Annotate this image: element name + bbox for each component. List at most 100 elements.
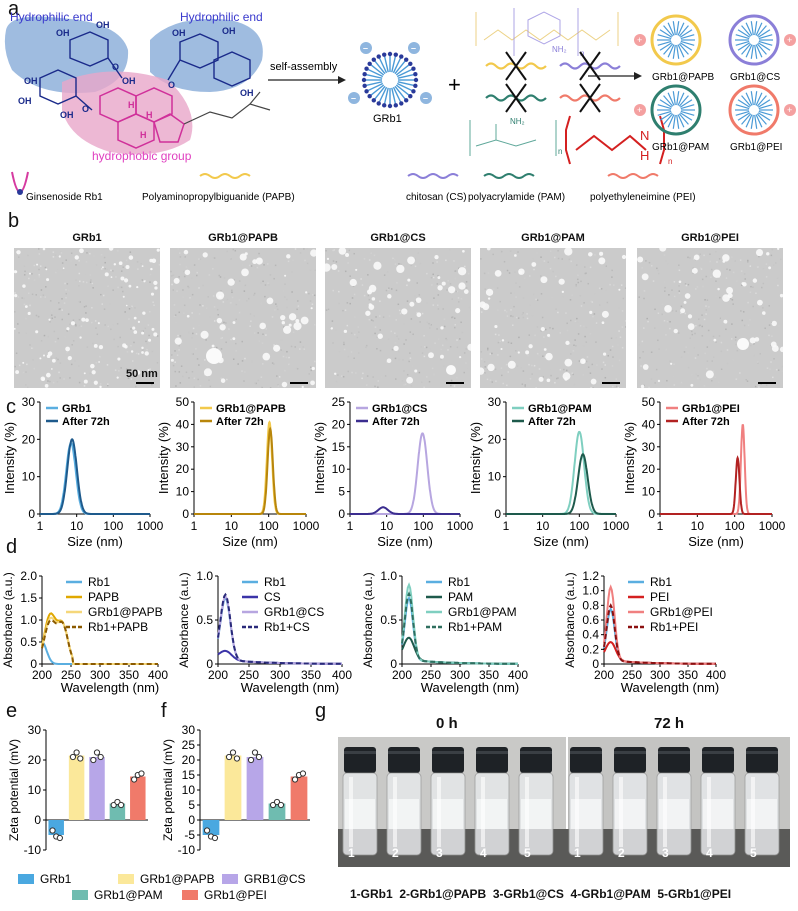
zeta-point [299,770,307,777]
dls-ytick: 40 [176,417,190,431]
zeta-ytick: -10 [24,843,42,857]
uv-xtick: 300 [90,668,110,682]
zeta-ytick: 0 [34,813,41,827]
zeta-legend-swatch-0 [18,874,34,884]
zeta-point [73,749,80,756]
grb1-micelle [361,51,419,109]
dls-xtick: 1000 [137,519,164,533]
dls-xlabel: Size (nm) [688,534,744,549]
dls-xtick: 100 [569,519,589,533]
svg-text:–: – [423,93,428,103]
plus-sign: + [448,72,461,97]
uv-xtick: 400 [148,668,168,682]
chem-oh-7: OH [222,26,236,36]
chem-oh-3: OH [24,76,38,86]
zeta-point [225,753,233,761]
uv-ytick: 0.6 [582,613,599,627]
uv-ylabel: Absorbance (a.u.) [177,572,191,667]
dls-series-1 [40,438,150,515]
uv-legend-0: Rb1 [88,575,110,589]
vial-number: 4 [480,846,487,860]
zeta-point [233,755,241,762]
dls-ytick: 50 [642,395,656,409]
chem-oh-2: OH [96,20,110,30]
uv-legend-2: GRb1@PAM [448,605,517,619]
chem-n-pei-sub: n [668,157,672,166]
product-label-pei: GRb1@PEI [730,142,782,153]
zeta-point [77,755,84,762]
dls-ytick: 20 [488,432,502,446]
zeta-ytick: -10 [178,843,196,857]
hydrophilic-label-left: Hydrophilic end [10,10,93,24]
uv-legend-3: Rb1+PEI [650,620,698,634]
zeta-legend-swatch-3 [72,890,88,900]
uv-ytick: 1.0 [196,569,213,583]
uv-ytick: 0 [206,657,213,671]
dls-ytick: 25 [332,395,346,409]
dls-legend-0: GRb1@PAM [528,403,592,415]
dls-series-0 [350,432,460,515]
dls-legend-1: After 72h [528,416,576,428]
dls-xtick: 1000 [293,519,320,533]
legend-label-pei: polyethyleneimine (PEI) [590,192,696,203]
zeta-point [269,801,277,809]
vial-photograph: 1 2 3 4 5 1 2 3 4 5 [338,737,790,867]
uv-ylabel: Absorbance (a.u.) [563,572,577,667]
zeta-bar-2 [246,757,264,820]
vial: 1 [342,747,378,860]
zeta-point [93,749,101,756]
dls-xtick: 1 [657,519,664,533]
tem-title-cs: GRb1@CS [370,232,426,244]
uv-legend-2: GRb1@PEI [650,605,713,619]
panel-a-schematic: OH OH OH OH OH OH OH OH OH O O O H H H H… [4,8,796,203]
dls-ytick: 0 [182,507,189,521]
zeta-legend-1: GRb1@PAPB [140,872,215,886]
panel-label-e: e [6,700,18,722]
uv-legend-1: PAPB [88,590,119,604]
dls-xtick: 100 [725,519,745,533]
dls-ytick: 0 [338,507,345,521]
uv-legend-1: PAM [448,590,473,604]
uv-xtick: 300 [650,668,670,682]
dls-legend-0: GRb1@CS [372,403,427,415]
chem-o-3: O [168,80,175,90]
dls-ytick: 30 [642,440,656,454]
dls-series-1 [194,426,306,515]
product-label-cs: GRb1@CS [730,72,780,83]
tem-image-pam [480,248,626,388]
time-label-0h: 0 h [436,715,458,732]
scale-bar-label: 50 nm [126,368,158,380]
dls-series-0 [194,420,306,515]
panel-label-c: c [6,396,16,418]
zeta-point [90,756,97,764]
uv-xtick: 300 [270,668,290,682]
uv-legend-1: PEI [650,590,669,604]
tem-title-pam: GRb1@PAM [521,232,585,244]
uv-xlabel: Wavelength (nm) [61,680,160,695]
dls-ytick: 50 [176,395,190,409]
zeta-point [131,776,138,783]
dls-ytick: 0 [494,507,501,521]
hydrophilic-blob-right [150,18,263,92]
zeta-point [255,753,263,761]
uv-xtick: 400 [706,668,726,682]
zeta-point [49,827,56,834]
dls-legend-1: After 72h [372,416,420,428]
tem-image-pei [637,248,783,388]
uv-ytick: 0.4 [582,628,599,642]
chem-oh-9: OH [122,76,136,86]
chem-nh2-pam: NH₂ [510,117,525,126]
uv-ytick: 0 [390,657,397,671]
vial-number: 3 [436,846,443,860]
uv-xlabel: Wavelength (nm) [241,680,340,695]
uv-ytick: 0.5 [380,613,397,627]
legend-label-papb: Polyaminopropylbiguanide (PAPB) [142,192,295,203]
tem-image-cs [325,248,471,388]
legend-swatch-papb [199,173,251,179]
chem-h-1: H [128,100,135,110]
dls-xtick: 10 [225,519,239,533]
chem-h-3: H [140,130,147,140]
uv-ylabel: Absorbance (a.u.) [361,572,375,667]
svg-text:+: + [637,105,642,115]
vial: 1 [568,747,604,860]
